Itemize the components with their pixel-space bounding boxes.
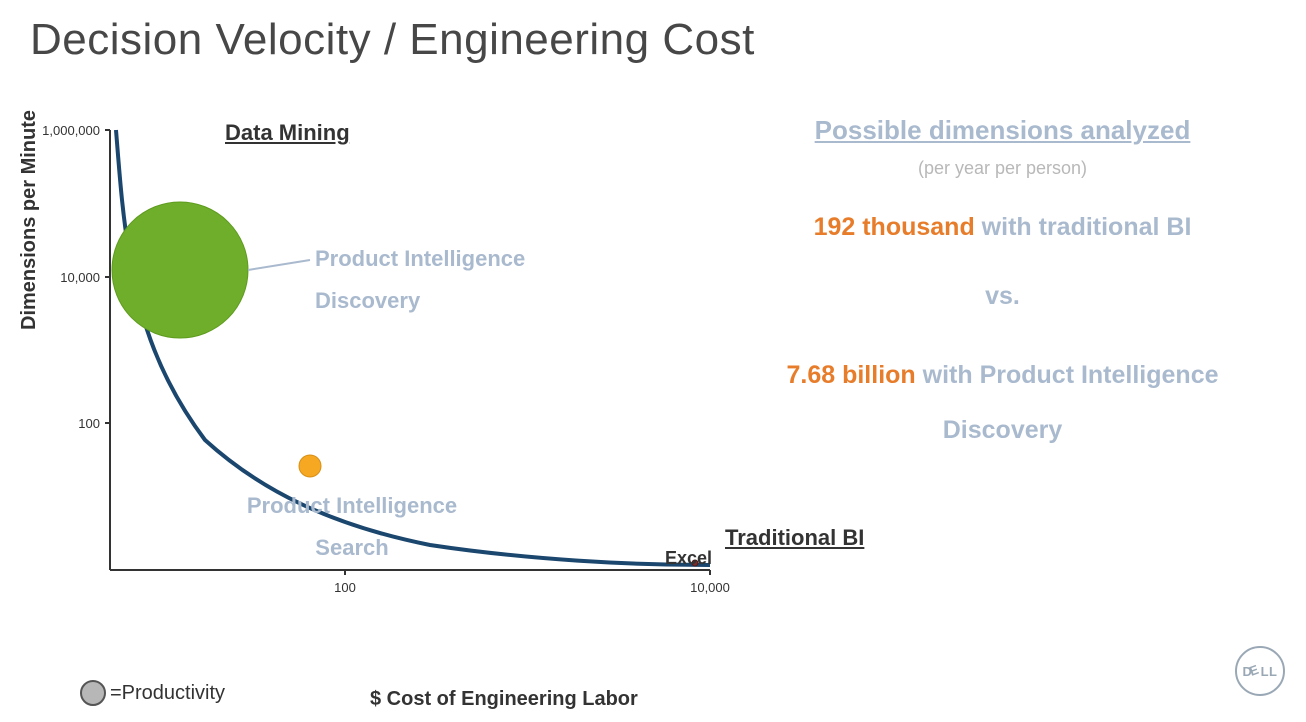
right-panel-subtitle: (per year per person) xyxy=(730,158,1275,179)
right-panel: Possible dimensions analyzed (per year p… xyxy=(730,115,1275,494)
right-panel-line-1: 192 thousand with traditional BI xyxy=(730,211,1275,244)
line-rest: vs. xyxy=(985,282,1020,310)
bubble-label-discovery: Product Intelligence Discovery xyxy=(315,238,575,322)
highlight-text: 192 thousand xyxy=(814,213,975,241)
y-axis-label: Dimensions per Minute xyxy=(18,110,41,330)
right-panel-line-2: vs. xyxy=(730,280,1275,313)
bubble-label-search: Product Intelligence Search xyxy=(222,485,482,569)
line-rest: with traditional BI xyxy=(975,213,1192,241)
dell-logo-icon: DELL xyxy=(1232,643,1288,699)
highlight-text: 7.68 billion xyxy=(786,361,915,389)
right-panel-line-3: 7.68 billion with Product Intelligence D… xyxy=(730,348,1275,458)
y-tick-label: 100 xyxy=(40,416,100,431)
bubble-product-intelligence-search xyxy=(299,455,321,477)
line-rest: with Product Intelligence Discovery xyxy=(916,361,1219,444)
bubble-label-text: Product Intelligence Discovery xyxy=(315,246,525,313)
y-tick-label: 10,000 xyxy=(40,270,100,285)
bubble-label-text: Product Intelligence Search xyxy=(247,493,457,560)
bubble-product-intelligence-discovery xyxy=(112,202,248,338)
legend-circle-icon xyxy=(80,680,106,706)
region-label-traditional-bi: Traditional BI xyxy=(725,525,864,551)
x-tick-label: 10,000 xyxy=(680,580,740,595)
slide-title: Decision Velocity / Engineering Cost xyxy=(30,15,755,65)
legend-productivity: =Productivity xyxy=(80,680,225,706)
dell-logo: DELL xyxy=(1232,643,1288,704)
chart-container xyxy=(30,120,730,680)
right-panel-title: Possible dimensions analyzed xyxy=(730,115,1275,146)
region-label-data-mining: Data Mining xyxy=(225,120,350,146)
x-axis-label: $ Cost of Engineering Labor xyxy=(370,688,638,711)
leader-line-discovery xyxy=(248,260,310,270)
legend-label: =Productivity xyxy=(110,682,225,705)
bubble-label-excel: Excel xyxy=(665,548,712,569)
y-tick-label: 1,000,000 xyxy=(40,123,100,138)
svg-text:DELL: DELL xyxy=(1243,662,1278,679)
x-tick-label: 100 xyxy=(315,580,375,595)
chart-svg xyxy=(30,120,730,680)
